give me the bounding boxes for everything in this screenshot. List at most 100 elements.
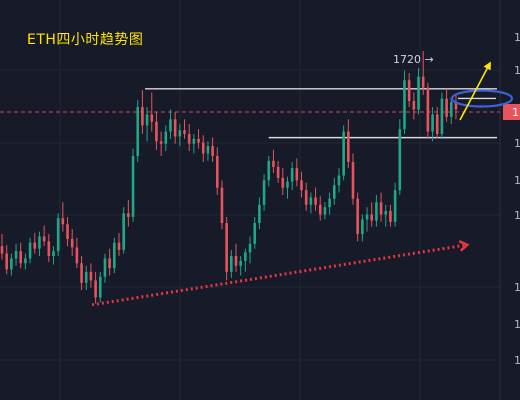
- candle-down: [197, 138, 200, 143]
- candle-down: [225, 223, 228, 272]
- candle-up: [169, 119, 172, 132]
- candle-down: [407, 80, 411, 102]
- y-tick-label: 1: [514, 64, 520, 77]
- y-tick-label: 1: [514, 318, 520, 331]
- candle-up: [113, 242, 116, 269]
- candle-up: [98, 276, 102, 298]
- candle-up: [365, 214, 369, 220]
- candle-up: [38, 236, 41, 249]
- candle-down: [117, 242, 121, 250]
- candle-down: [356, 198, 359, 235]
- current-price-badge: [503, 104, 520, 120]
- candle-down: [187, 133, 191, 144]
- candle-up: [206, 146, 210, 154]
- candle-up: [431, 114, 434, 132]
- candle-up: [449, 102, 453, 117]
- candle-up: [267, 160, 271, 181]
- candle-down: [318, 204, 322, 215]
- candle-up: [14, 251, 18, 259]
- candle-up: [52, 251, 55, 256]
- candle-up: [253, 223, 257, 244]
- candle-down: [379, 202, 383, 215]
- candle-down: [61, 218, 65, 225]
- candle-down: [220, 187, 224, 224]
- candle-down: [94, 280, 97, 298]
- candle-up: [323, 207, 327, 215]
- candle-down: [276, 166, 280, 178]
- candle-down: [66, 224, 69, 239]
- candle-up: [136, 107, 140, 156]
- candle-up: [24, 258, 27, 264]
- candle-down: [127, 213, 130, 217]
- candle-up: [384, 210, 388, 215]
- y-tick-label: 1: [514, 31, 520, 44]
- candle-down: [5, 253, 8, 270]
- candle-down: [141, 107, 144, 126]
- candle-down: [351, 162, 355, 199]
- candle-up: [145, 114, 149, 126]
- candle-down: [347, 131, 350, 163]
- candle-down: [33, 242, 37, 249]
- candle-up: [286, 181, 289, 188]
- candle-up: [258, 204, 261, 224]
- candle-down: [412, 101, 416, 110]
- candle-up: [342, 131, 345, 176]
- candle-down: [201, 142, 205, 154]
- candle-up: [192, 138, 196, 144]
- target-ellipse: [450, 89, 514, 108]
- candle-down: [421, 76, 425, 88]
- candle-down: [80, 263, 83, 283]
- candle-down: [183, 130, 186, 134]
- candle-up: [361, 219, 364, 235]
- candle-up: [84, 271, 88, 283]
- y-tick-label: 1: [514, 174, 520, 187]
- candle-up: [131, 155, 135, 217]
- candle-up: [337, 175, 341, 186]
- candle-up: [230, 256, 233, 272]
- candle-down: [304, 190, 308, 205]
- candle-up: [164, 131, 168, 144]
- candle-up: [10, 258, 13, 270]
- candle-up: [239, 260, 242, 266]
- candle-down: [445, 98, 448, 117]
- candle-down: [75, 247, 79, 264]
- candle-up: [403, 80, 406, 130]
- candle-down: [370, 214, 374, 221]
- candle-down: [454, 102, 458, 110]
- y-tick-label: 1: [514, 281, 520, 294]
- candle-up: [262, 180, 266, 205]
- candle-down: [159, 141, 163, 144]
- candle-up: [28, 242, 32, 259]
- candle-down: [70, 238, 74, 248]
- y-tick-label: 1: [514, 354, 520, 367]
- breakout-arrow: [459, 61, 491, 121]
- candle-down: [155, 121, 158, 142]
- candle-down: [89, 271, 93, 281]
- candle-down: [300, 180, 303, 191]
- candle-up: [244, 252, 247, 261]
- candle-up: [178, 130, 182, 137]
- candle-down: [435, 114, 439, 134]
- candle-up: [122, 213, 125, 250]
- candle-down: [215, 155, 219, 188]
- candle-down: [389, 210, 392, 222]
- candle-down: [272, 160, 275, 167]
- candle-up: [290, 168, 294, 182]
- candle-down: [42, 236, 46, 242]
- candle-down: [281, 177, 285, 188]
- candle-down: [234, 256, 238, 266]
- candle-down: [19, 251, 23, 264]
- candle-up: [309, 197, 313, 205]
- y-tick-label: 1: [514, 209, 520, 222]
- candle-up: [56, 218, 60, 252]
- candle-up: [328, 198, 331, 208]
- price-callout-label: 1720 →: [393, 53, 434, 66]
- y-tick-label: 1: [514, 137, 520, 150]
- candle-up: [440, 98, 444, 134]
- candle-up: [375, 202, 378, 221]
- candle-up: [332, 185, 336, 199]
- candle-down: [47, 241, 51, 256]
- current-price-label: 1: [512, 106, 519, 119]
